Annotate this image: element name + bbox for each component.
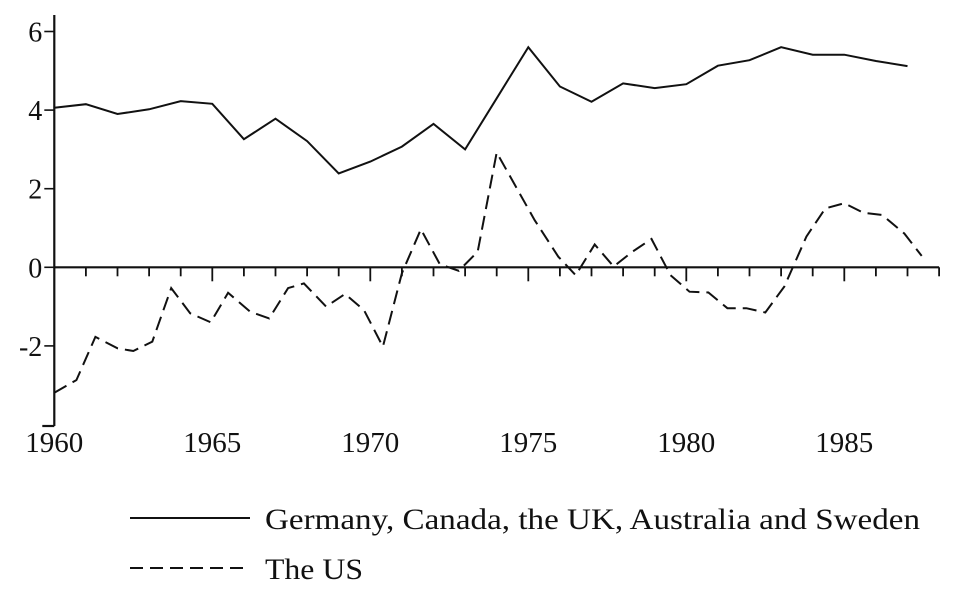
x-tick-label: 1980 xyxy=(657,427,715,459)
y-tick-label: 0 xyxy=(28,253,42,284)
x-tick-label: 1985 xyxy=(815,427,873,459)
series-line-us xyxy=(53,149,923,394)
legend: Germany, Canada, the UK, Australia and S… xyxy=(130,503,920,586)
y-tick-label: 2 xyxy=(28,175,42,206)
y-tick-label: -2 xyxy=(19,332,42,363)
legend-label: The US xyxy=(265,553,363,586)
axes: 6 4 2 0 -2 1960 1965 1970 1975 1980 1985 xyxy=(19,15,940,459)
series-group xyxy=(53,45,923,394)
x-tick-label: 1970 xyxy=(341,427,399,459)
series-line-group xyxy=(54,45,908,175)
x-tick-label: 1965 xyxy=(183,427,241,459)
x-tick-label: 1960 xyxy=(25,427,83,459)
x-tick-label: 1975 xyxy=(499,427,557,459)
y-tick-label: 6 xyxy=(28,18,42,49)
y-tick-label: 4 xyxy=(28,96,42,127)
legend-label: Germany, Canada, the UK, Australia and S… xyxy=(265,503,920,536)
